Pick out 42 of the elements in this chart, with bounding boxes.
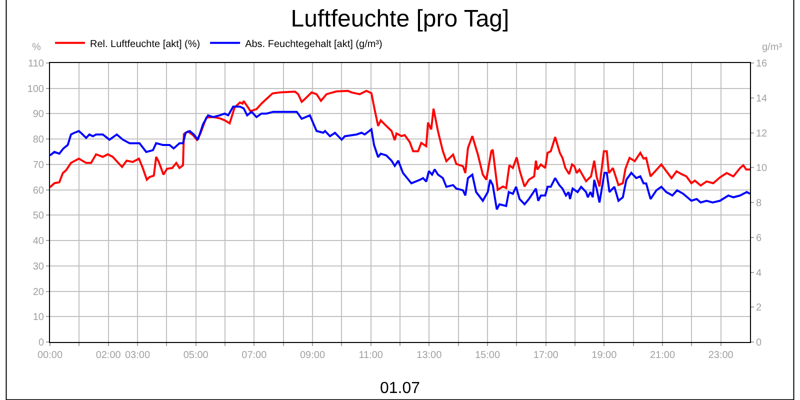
x-tick-label: 11:00 (358, 350, 384, 361)
x-tick-label: 15:00 (474, 350, 500, 361)
y-tick-label: 110 (28, 58, 44, 70)
x-tick-label: 07:00 (242, 350, 268, 361)
y-tick-label: 80 (32, 134, 44, 146)
y-tick-label: 40 (32, 236, 44, 248)
x-tick-label: 17:00 (533, 350, 559, 361)
legend-label: Rel. Luftfeuchte [akt] (%) (90, 38, 200, 50)
y2-tick-label: 12 (756, 128, 768, 140)
y2-tick-label: 2 (756, 302, 762, 314)
y-tick-label: 20 (32, 286, 44, 298)
x-tick-label: 02:00 (96, 350, 122, 361)
y-tick-label: 90 (32, 109, 44, 120)
y2-axis-title: g/m³ (762, 42, 783, 53)
y2-tick-label: 16 (756, 58, 768, 70)
x-tick-label: 03:00 (124, 350, 150, 361)
y2-tick-label: 6 (756, 232, 762, 244)
legend-label: Abs. Feuchtegehalt [akt] (g/m³) (245, 38, 382, 50)
line-series (50, 90, 750, 191)
y-tick-label: 50 (32, 210, 44, 222)
y-tick-label: 70 (32, 160, 44, 171)
y2-tick-label: 10 (756, 163, 768, 174)
y-tick-label: 30 (32, 261, 44, 272)
y-tick-label: 10 (32, 312, 44, 324)
x-tick-label: 05:00 (183, 350, 209, 361)
x-axis-title: 01.07 (380, 380, 420, 397)
y-tick-label: 0 (38, 338, 44, 348)
x-tick-label: 23:00 (708, 350, 734, 361)
x-tick-label: 00:00 (37, 350, 63, 361)
x-tick-label: 21:00 (650, 350, 676, 361)
x-tick-label: 09:00 (300, 350, 326, 361)
y2-tick-label: 14 (756, 93, 768, 104)
y2-tick-label: 8 (756, 198, 762, 209)
y2-tick-label: 0 (756, 338, 762, 348)
line-series (50, 106, 750, 210)
x-tick-label: 19:00 (592, 350, 618, 361)
y-tick-label: 100 (27, 84, 44, 95)
y-axis-title: % (32, 42, 41, 53)
y-tick-label: 60 (32, 185, 44, 196)
x-tick-label: 13:00 (416, 350, 442, 361)
chart-title: Luftfeuchte [pro Tag] (290, 5, 510, 32)
y2-tick-label: 4 (756, 268, 762, 279)
